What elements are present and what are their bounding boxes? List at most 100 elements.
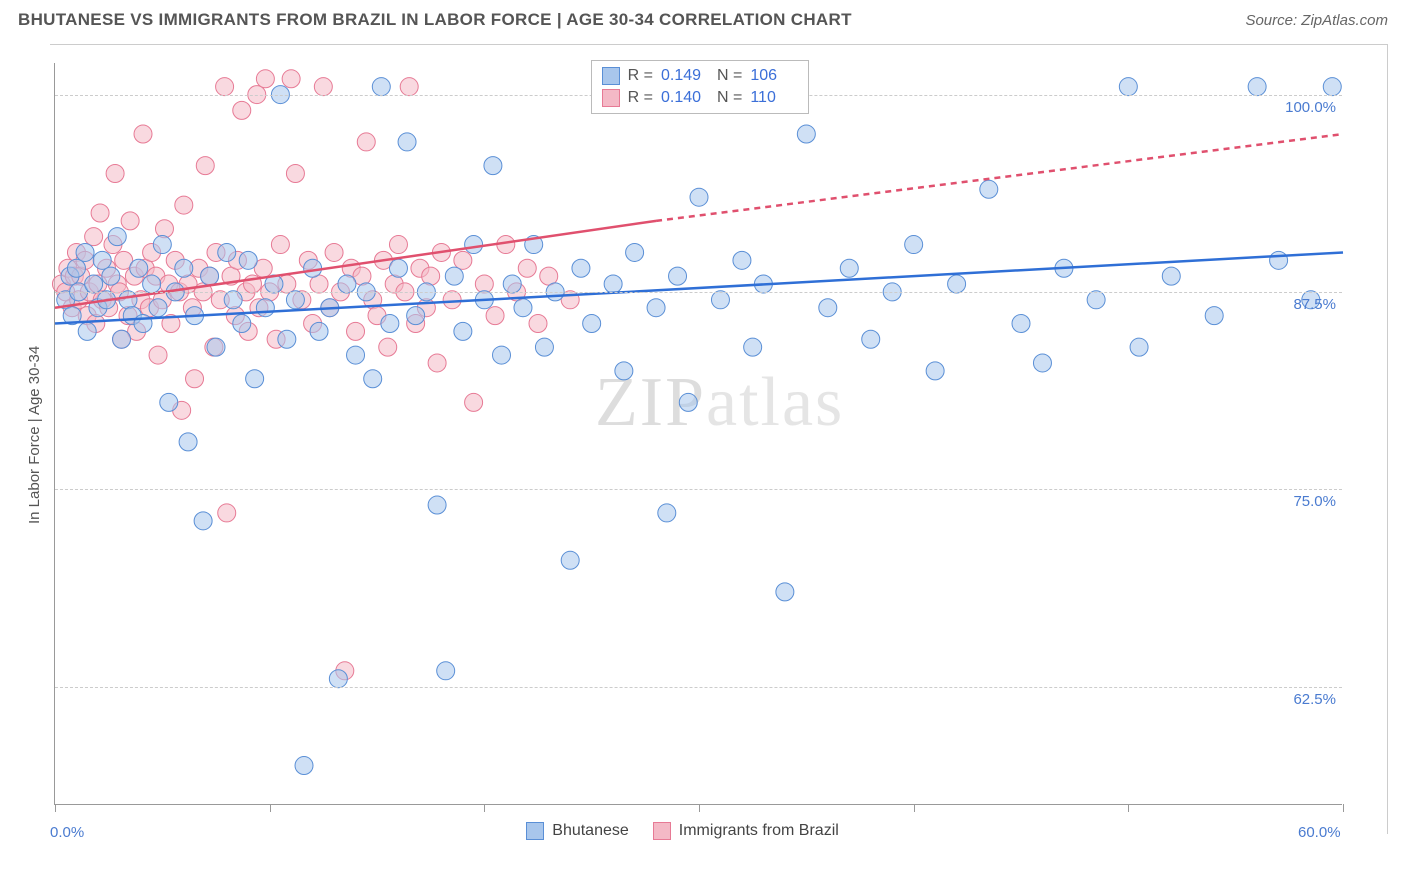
- data-point: [224, 291, 242, 309]
- data-point: [357, 133, 375, 151]
- data-point: [186, 370, 204, 388]
- data-point: [347, 346, 365, 364]
- data-point: [329, 670, 347, 688]
- data-point: [278, 330, 296, 348]
- data-point: [465, 393, 483, 411]
- plot-area: ZIPatlas 62.5%75.0%87.5%100.0%: [54, 63, 1342, 805]
- data-point: [604, 275, 622, 293]
- legend-r-value: 0.149: [661, 67, 709, 85]
- x-tick: [1343, 804, 1344, 812]
- data-point: [1205, 307, 1223, 325]
- data-point: [233, 101, 251, 119]
- data-point: [379, 338, 397, 356]
- legend-r-value: 0.140: [661, 89, 709, 107]
- y-tick-label: 75.0%: [1293, 493, 1336, 510]
- legend-row: R = 0.140 N = 110: [602, 87, 799, 109]
- x-tick-label: 60.0%: [1298, 824, 1341, 841]
- data-point: [484, 157, 502, 175]
- data-point: [980, 180, 998, 198]
- legend-n-value: 110: [750, 89, 798, 107]
- data-point: [85, 275, 103, 293]
- gridline-h: [55, 489, 1342, 490]
- data-point: [381, 314, 399, 332]
- data-point: [776, 583, 794, 601]
- data-point: [428, 354, 446, 372]
- data-point: [733, 251, 751, 269]
- x-tick: [270, 804, 271, 812]
- data-point: [93, 251, 111, 269]
- y-tick-label: 100.0%: [1285, 99, 1336, 116]
- gridline-h: [55, 687, 1342, 688]
- legend-swatch: [526, 822, 544, 840]
- data-point: [108, 228, 126, 246]
- data-point: [514, 299, 532, 317]
- data-point: [149, 346, 167, 364]
- data-point: [465, 236, 483, 254]
- data-point: [310, 322, 328, 340]
- data-point: [207, 338, 225, 356]
- data-point: [658, 504, 676, 522]
- data-point: [503, 275, 521, 293]
- data-point: [1130, 338, 1148, 356]
- data-point: [113, 330, 131, 348]
- data-point: [85, 228, 103, 246]
- data-point: [216, 78, 234, 96]
- data-point: [1270, 251, 1288, 269]
- y-tick-label: 87.5%: [1293, 296, 1336, 313]
- data-point: [862, 330, 880, 348]
- y-tick-label: 62.5%: [1293, 691, 1336, 708]
- data-point: [364, 370, 382, 388]
- data-point: [121, 212, 139, 230]
- data-point: [518, 259, 536, 277]
- legend-swatch: [653, 822, 671, 840]
- legend-n-label: N =: [717, 89, 742, 107]
- data-point: [493, 346, 511, 364]
- x-tick: [914, 804, 915, 812]
- data-point: [711, 291, 729, 309]
- data-point: [153, 236, 171, 254]
- data-point: [1012, 314, 1030, 332]
- data-point: [1323, 78, 1341, 96]
- data-point: [119, 291, 137, 309]
- data-point: [669, 267, 687, 285]
- data-point: [1033, 354, 1051, 372]
- legend-item: Bhutanese: [526, 822, 629, 840]
- data-point: [1248, 78, 1266, 96]
- data-point: [443, 291, 461, 309]
- data-point: [948, 275, 966, 293]
- legend-item: Immigrants from Brazil: [653, 822, 839, 840]
- data-point: [143, 275, 161, 293]
- data-point: [196, 157, 214, 175]
- data-point: [78, 322, 96, 340]
- data-point: [1119, 78, 1137, 96]
- data-point: [130, 259, 148, 277]
- data-point: [389, 236, 407, 254]
- legend-swatch: [602, 67, 620, 85]
- data-point: [1087, 291, 1105, 309]
- data-point: [647, 299, 665, 317]
- data-point: [615, 362, 633, 380]
- data-point: [295, 757, 313, 775]
- data-point: [797, 125, 815, 143]
- trend-line: [656, 134, 1343, 221]
- data-point: [282, 70, 300, 88]
- data-point: [583, 314, 601, 332]
- x-tick: [484, 804, 485, 812]
- data-point: [102, 267, 120, 285]
- data-point: [926, 362, 944, 380]
- series-legend: Bhutanese Immigrants from Brazil: [526, 822, 839, 840]
- data-point: [67, 259, 85, 277]
- legend-r-label: R =: [628, 67, 653, 85]
- data-point: [286, 165, 304, 183]
- data-point: [233, 314, 251, 332]
- legend-r-label: R =: [628, 89, 653, 107]
- data-point: [454, 322, 472, 340]
- data-point: [840, 259, 858, 277]
- data-point: [134, 125, 152, 143]
- data-point: [155, 220, 173, 238]
- legend-swatch: [602, 89, 620, 107]
- x-tick: [1128, 804, 1129, 812]
- data-point: [1162, 267, 1180, 285]
- data-point: [160, 393, 178, 411]
- data-point: [454, 251, 472, 269]
